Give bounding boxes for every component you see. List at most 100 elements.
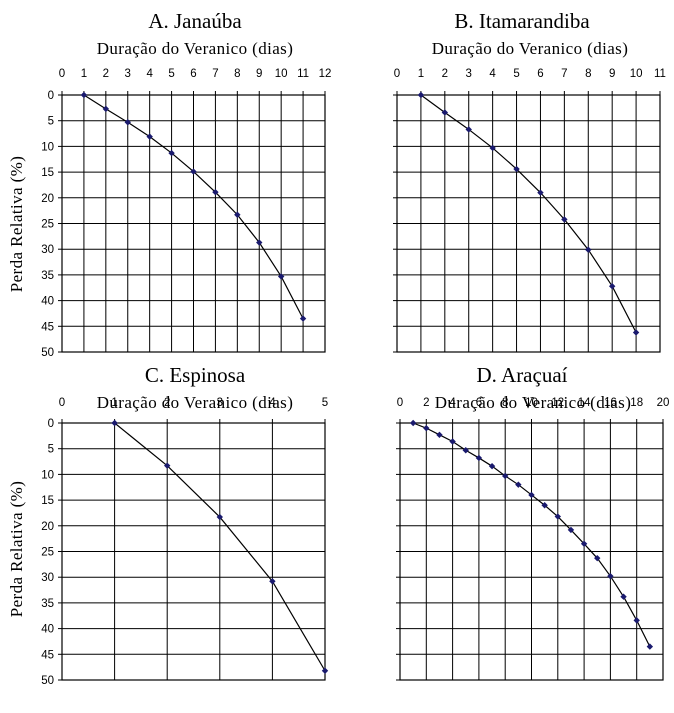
y-tick-label: 50 [41, 675, 54, 687]
chart-title: C. Espinosa [145, 363, 246, 387]
data-point [436, 431, 443, 439]
x-tick-label: 0 [394, 68, 400, 80]
y-tick-label: 40 [41, 624, 54, 636]
x-tick-label: 2 [442, 68, 448, 80]
data-point [277, 273, 285, 280]
data-point [321, 667, 329, 674]
data-point [515, 481, 522, 488]
x-tick-label: 8 [502, 397, 508, 409]
y-tick-label: 5 [48, 444, 54, 456]
x-tick-label: 1 [81, 68, 87, 80]
grid [58, 91, 326, 353]
plot-frame [399, 422, 664, 681]
x-tick-label: 7 [212, 68, 218, 80]
plot-frame [61, 422, 326, 681]
x-tick-label: 0 [59, 397, 65, 409]
x-tick-label: 9 [256, 68, 262, 80]
data-point [409, 419, 417, 427]
data-point [256, 239, 263, 246]
panel-b-itamarandiba: B. Itamarandiba Duração do Veranico (dia… [393, 9, 666, 353]
data-point [164, 462, 171, 469]
y-tick-label: 35 [41, 270, 54, 282]
data-point [554, 513, 561, 520]
data-point [299, 315, 307, 322]
y-tick-label: 20 [41, 521, 54, 533]
x-tick-label: 16 [604, 397, 617, 409]
y-tick-label: 0 [48, 418, 54, 430]
x-tick-label: 3 [125, 68, 131, 80]
y-tick-label: 45 [41, 321, 54, 333]
data-point [124, 119, 131, 126]
data-point [567, 526, 575, 534]
data-point [632, 329, 640, 336]
data-point [502, 472, 509, 480]
y-tick-label: 30 [41, 572, 54, 584]
data-point [585, 246, 592, 253]
data-point [594, 554, 601, 562]
x-axis-label: Duração do Veranico (dias) [97, 39, 294, 58]
x-tick-label: 0 [397, 397, 403, 409]
x-tick-label: 2 [164, 397, 170, 409]
grid [396, 419, 664, 681]
x-tick-label: 8 [234, 68, 240, 80]
y-tick-label: 30 [41, 244, 54, 256]
x-axis-label: Duração do Veranico (dias) [97, 393, 294, 412]
data-point [111, 419, 118, 427]
x-tick-label: 9 [609, 68, 615, 80]
data-point [423, 424, 430, 432]
data-point [528, 491, 535, 499]
y-axis-label: Perda Relativa (%) [7, 481, 26, 618]
data-point [146, 133, 153, 140]
x-tick-label: 6 [476, 397, 482, 409]
data-point [234, 211, 241, 218]
y-tick-label: 50 [41, 347, 54, 359]
data-point [465, 126, 472, 133]
chart-title: B. Itamarandiba [454, 9, 590, 33]
x-tick-label: 4 [269, 397, 276, 409]
x-tick-label: 5 [513, 68, 519, 80]
x-tick-label: 2 [423, 397, 429, 409]
x-tick-label: 10 [525, 397, 538, 409]
data-point [417, 91, 425, 99]
y-axis-label: Perda Relativa (%) [7, 156, 26, 293]
data-point [190, 168, 197, 175]
data-point [633, 617, 640, 624]
data-point [541, 502, 548, 509]
y-tick-label: 5 [48, 116, 54, 128]
x-tick-label: 5 [322, 397, 328, 409]
data-point [102, 105, 110, 113]
data-point [475, 454, 483, 462]
chart-title: A. Janaúba [148, 9, 242, 33]
y-tick-label: 35 [41, 598, 54, 610]
chart-title: D. Araçuaí [477, 363, 568, 387]
plot-frame [61, 94, 326, 353]
y-tick-label: 40 [41, 296, 54, 308]
x-tick-label: 14 [578, 397, 591, 409]
data-point [646, 643, 654, 650]
y-tick-label: 45 [41, 649, 54, 661]
y-tick-label: 15 [41, 495, 54, 507]
data-point [608, 283, 616, 290]
y-tick-label: 20 [41, 193, 54, 205]
panel-a-janauba: A. Janaúba Duração do Veranico (dias) Pe… [7, 9, 331, 359]
data-point [607, 572, 614, 580]
data-point [449, 438, 456, 445]
x-tick-label: 2 [103, 68, 109, 80]
x-tick-label: 3 [217, 397, 223, 409]
x-tick-label: 12 [319, 68, 332, 80]
data-point [561, 216, 568, 223]
plot-frame [396, 94, 661, 353]
panel-c-espinosa: C. Espinosa Duração do Veranico (dias) P… [7, 363, 328, 687]
data-point [212, 188, 219, 196]
y-tick-label: 25 [41, 547, 54, 559]
x-tick-label: 6 [537, 68, 543, 80]
x-tick-label: 6 [190, 68, 196, 80]
x-tick-label: 18 [630, 397, 643, 409]
data-point [269, 578, 276, 585]
x-tick-label: 0 [59, 68, 65, 80]
y-tick-label: 15 [41, 167, 54, 179]
x-tick-label: 5 [168, 68, 174, 80]
data-point [513, 165, 520, 173]
x-tick-label: 7 [561, 68, 567, 80]
